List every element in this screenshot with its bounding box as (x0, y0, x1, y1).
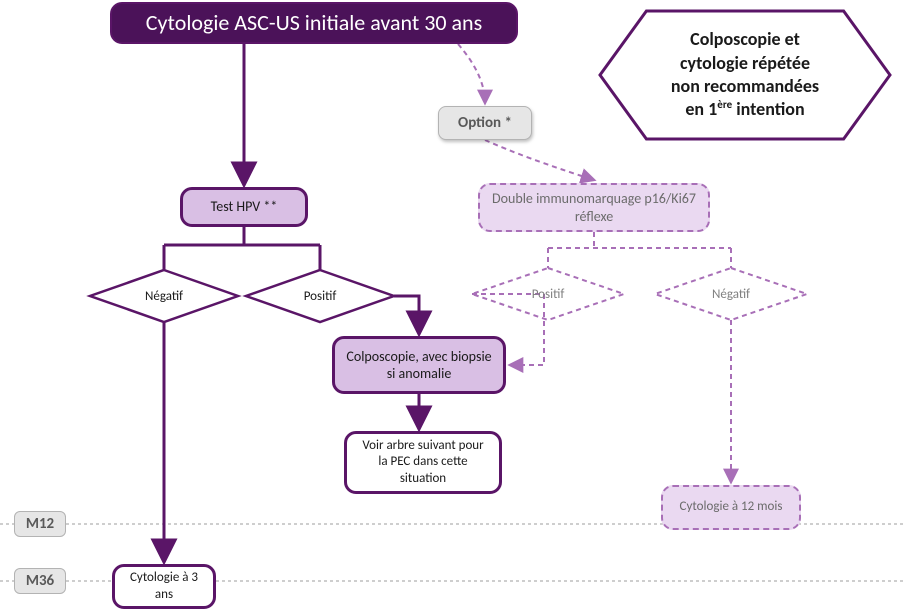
timeline-label-m12: M12 (14, 511, 66, 537)
timeline-label-m36: M36 (14, 568, 66, 594)
node-test-hpv-label: Test HPV ** (211, 198, 278, 216)
node-double-immuno: Double immunomarquage p16/Ki67 réflexe (478, 183, 710, 232)
edge-pos1-to-colpo (394, 296, 419, 333)
hex-line-2: cytologie répétée (680, 52, 810, 74)
diamond-positif-right (472, 268, 624, 320)
diamond-negatif-right-label: Négatif (712, 287, 750, 302)
diamond-positif-left-label: Positif (304, 289, 337, 304)
diamond-negatif-left (90, 270, 238, 322)
node-cytologie-12mois: Cytologie à 12 mois (661, 485, 801, 530)
hex-line-4sup: ère (717, 98, 732, 111)
node-colposcopie-label: Colposcopie, avec biopsie si anomalie (345, 348, 493, 383)
timeline-m12-text: M12 (26, 515, 54, 534)
edge-title-to-option (458, 44, 485, 103)
node-voir-arbre-label: Voir arbre suivant pour la PEC dans cett… (357, 438, 489, 487)
node-colposcopie: Colposcopie, avec biopsie si anomalie (332, 336, 506, 394)
diamond-positif-right-label: Positif (532, 287, 565, 302)
edge-option-to-immuno (485, 140, 594, 180)
hex-line-4a: en 1 (685, 98, 717, 120)
hex-line-4b: intention (732, 98, 804, 120)
node-cytologie-3ans: Cytologie à 3 ans (112, 564, 216, 609)
timeline-m36-text: M36 (26, 572, 54, 591)
hexagon-text: Colposcopie et cytologie répétée non rec… (620, 17, 870, 133)
option-box: Option * (438, 106, 532, 140)
diamond-negatif-left-label: Négatif (145, 289, 183, 304)
node-voir-arbre: Voir arbre suivant pour la PEC dans cett… (344, 431, 502, 494)
title-text: Cytologie ASC-US initiale avant 30 ans (146, 9, 482, 37)
node-cytologie-3ans-label: Cytologie à 3 ans (125, 570, 203, 603)
hex-line-3: non recommandées (671, 75, 819, 97)
node-cytologie-12mois-label: Cytologie à 12 mois (680, 499, 783, 515)
hex-line-1: Colposcopie et (690, 28, 800, 50)
diamond-negatif-right (655, 268, 807, 320)
diamond-positif-left (246, 270, 394, 322)
node-test-hpv: Test HPV ** (180, 187, 308, 227)
title-box: Cytologie ASC-US initiale avant 30 ans (110, 2, 518, 44)
option-label: Option * (458, 114, 512, 133)
node-double-immuno-label: Double immunomarquage p16/Ki67 réflexe (490, 190, 698, 225)
